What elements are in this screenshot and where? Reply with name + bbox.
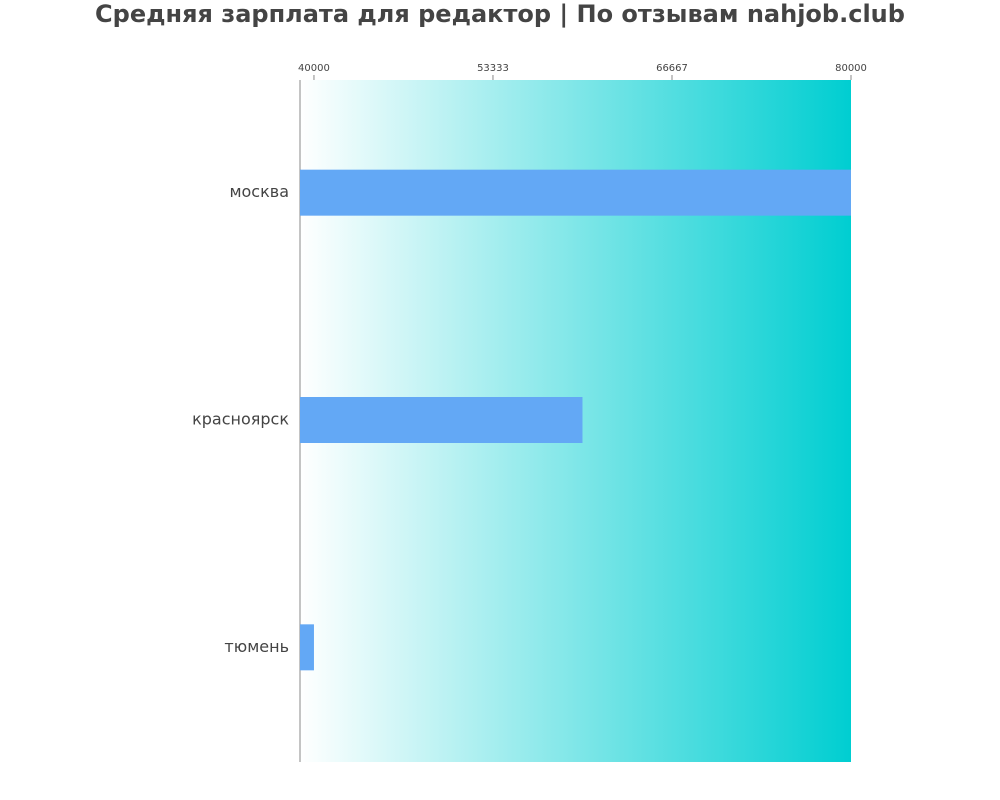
bar <box>300 169 851 216</box>
x-tick-label: 40000 <box>298 63 330 74</box>
y-tick-label: красноярск <box>192 410 289 429</box>
x-tick-label: 53333 <box>477 63 509 74</box>
x-tick-label: 80000 <box>835 63 867 74</box>
y-tick-label: москва <box>229 182 289 201</box>
y-tick-label: тюмень <box>224 637 289 656</box>
chart-title: Средняя зарплата для редактор | По отзыв… <box>95 0 905 28</box>
x-tick-label: 66667 <box>656 63 688 74</box>
bar <box>300 397 583 443</box>
bar <box>300 624 314 671</box>
